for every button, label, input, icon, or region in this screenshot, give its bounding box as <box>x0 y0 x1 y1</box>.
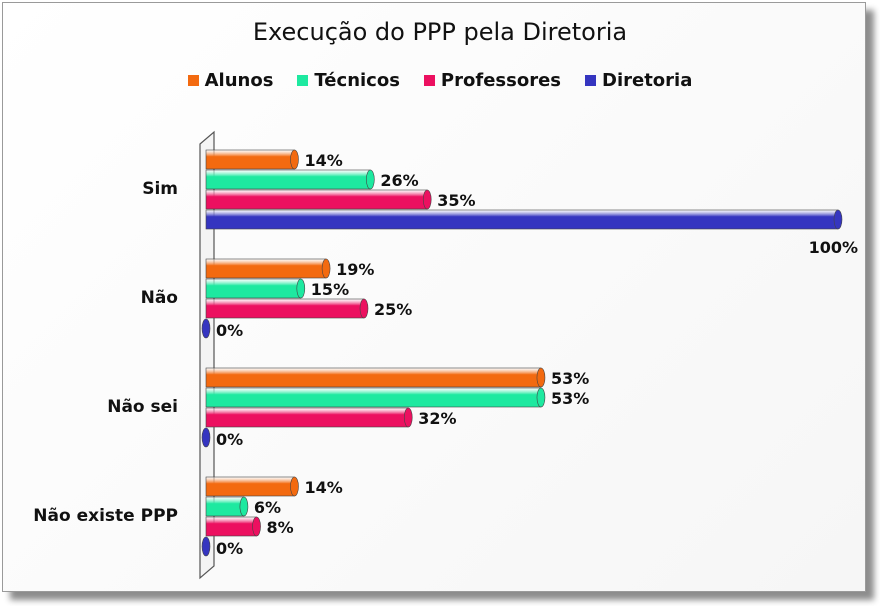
bar-alunos-sim <box>205 149 299 170</box>
bar-tecnicos-sim <box>205 169 375 190</box>
legend-label-professores: Professores <box>440 70 561 91</box>
bar-alunos-nao <box>205 258 331 279</box>
bar-professores-sim <box>205 189 432 210</box>
value-label-professores-nao-sei: 32% <box>418 409 456 428</box>
bar-alunos-nao-sei <box>205 367 546 388</box>
bar-tecnicos-nao <box>205 278 306 299</box>
bar-diretoria-nao-sei <box>201 427 211 448</box>
bar-tecnicos-nao-sei <box>205 387 546 408</box>
bar-professores-nao-sei <box>205 407 413 428</box>
legend: Alunos Técnicos Professores Diretoria <box>0 70 880 91</box>
axis-wall <box>199 130 215 580</box>
value-label-tecnicos-nao-sei: 53% <box>551 389 589 408</box>
legend-label-alunos: Alunos <box>204 70 274 91</box>
category-label-sim: Sim <box>142 179 178 199</box>
legend-swatch-diretoria <box>585 75 596 86</box>
legend-swatch-tecnicos <box>297 75 309 86</box>
legend-item-alunos: Alunos <box>187 70 274 91</box>
value-label-diretoria-sim: 100% <box>809 238 858 257</box>
chart-frame <box>2 2 866 592</box>
legend-item-diretoria: Diretoria <box>585 70 692 91</box>
bar-diretoria-nao <box>201 318 211 339</box>
value-label-diretoria-nao-existe-ppp: 0% <box>216 539 243 558</box>
value-label-tecnicos-sim: 26% <box>380 171 418 190</box>
legend-swatch-alunos <box>187 75 199 86</box>
value-label-alunos-nao: 19% <box>336 260 374 279</box>
value-label-alunos-nao-sei: 53% <box>551 369 589 388</box>
legend-swatch-professores <box>423 75 435 86</box>
bar-alunos-nao-existe-ppp <box>205 476 299 497</box>
category-label-nao: Não <box>141 288 178 308</box>
chart-title: Execução do PPP pela Diretoria <box>252 18 628 46</box>
bar-diretoria-nao-existe-ppp <box>201 536 211 557</box>
value-label-alunos-nao-existe-ppp: 14% <box>304 478 342 497</box>
bar-professores-nao <box>205 298 369 319</box>
value-label-professores-nao: 25% <box>374 300 412 319</box>
value-label-tecnicos-nao-existe-ppp: 6% <box>254 498 281 517</box>
legend-label-diretoria: Diretoria <box>602 70 693 91</box>
legend-item-tecnicos: Técnicos <box>297 70 400 91</box>
value-label-professores-sim: 35% <box>437 191 475 210</box>
legend-label-tecnicos: Técnicos <box>314 70 400 91</box>
category-label-nao-existe-ppp: Não existe PPP <box>33 506 178 526</box>
legend-item-professores: Professores <box>423 70 561 91</box>
value-label-diretoria-nao: 0% <box>216 321 243 340</box>
value-label-professores-nao-existe-ppp: 8% <box>267 518 294 537</box>
bar-tecnicos-nao-existe-ppp <box>205 496 249 517</box>
value-label-diretoria-nao-sei: 0% <box>216 430 243 449</box>
value-label-alunos-sim: 14% <box>304 151 342 170</box>
value-label-tecnicos-nao: 15% <box>311 280 349 299</box>
category-label-nao-sei: Não sei <box>107 397 178 417</box>
bar-diretoria-sim <box>205 209 843 230</box>
bar-professores-nao-existe-ppp <box>205 516 261 537</box>
